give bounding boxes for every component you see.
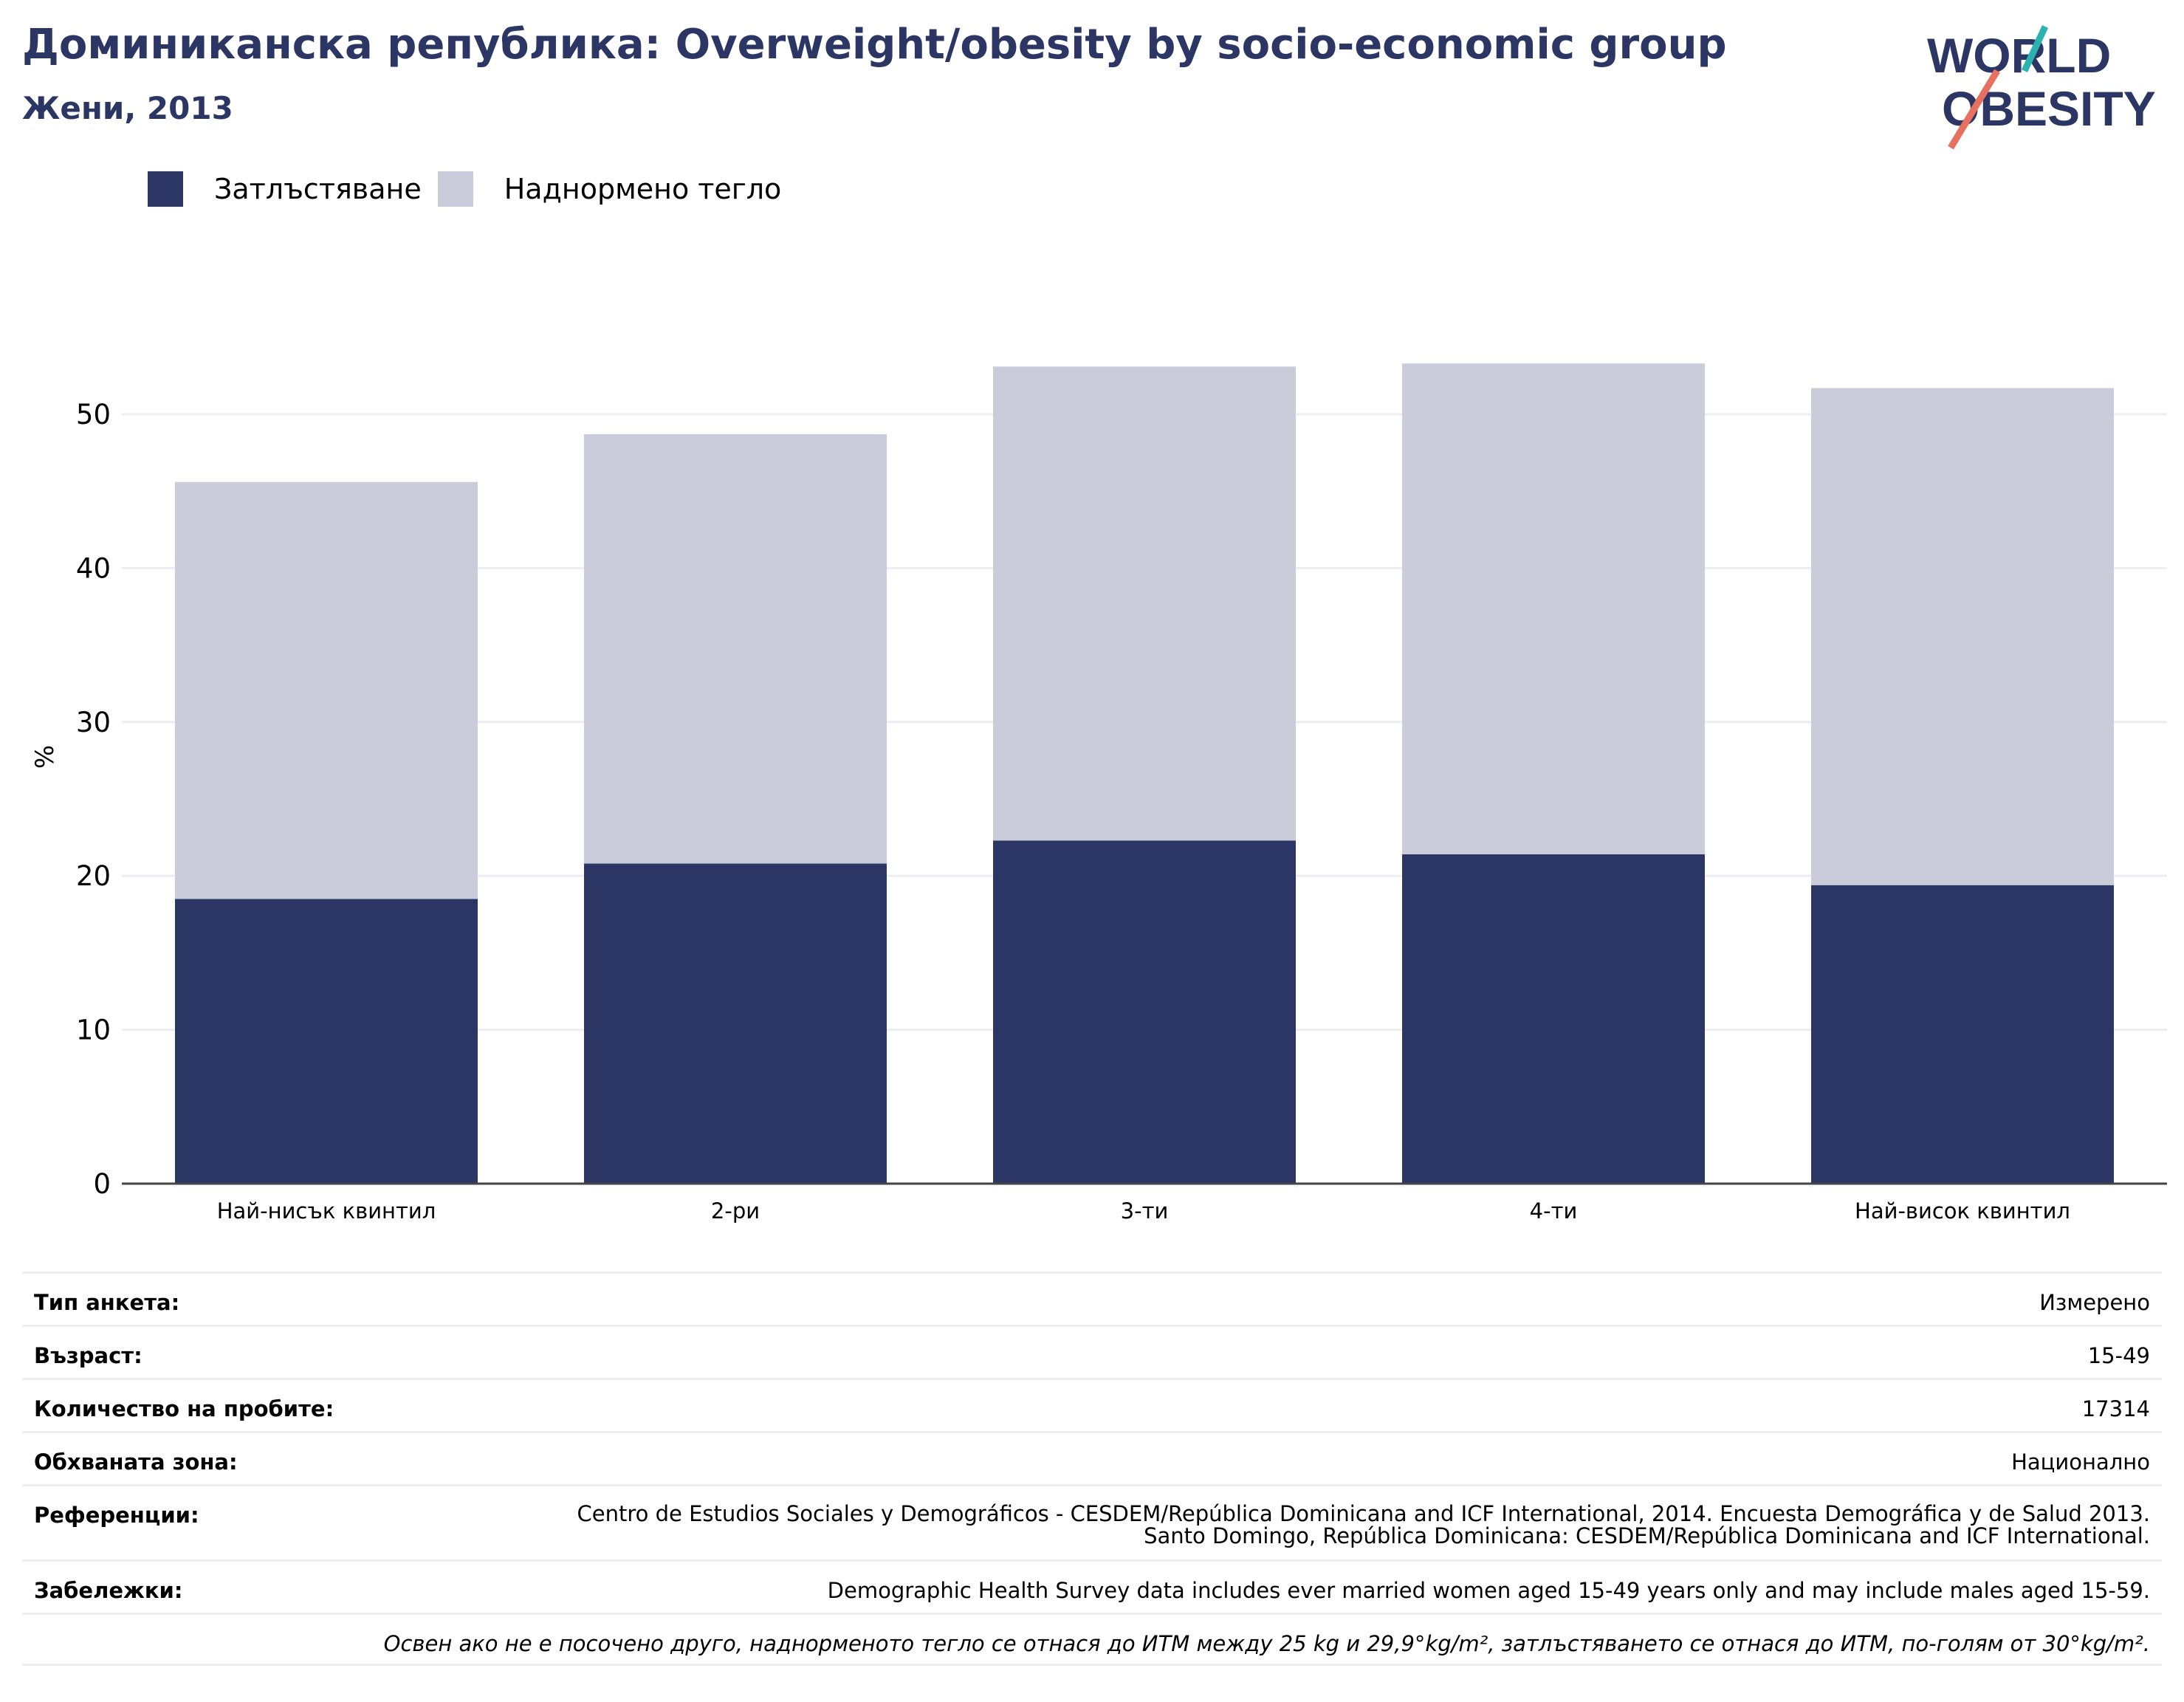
bar-obesity[interactable]: [175, 899, 478, 1184]
bar-overweight[interactable]: [1811, 388, 2114, 885]
stacked-bar-chart: % 0 10 20 30 40 50 Най-нисък квинтил 2-ри 3-ти 4-…: [30, 363, 2167, 1224]
survey-type-label: Тип анкета:: [34, 1290, 180, 1315]
legend-item-obesity[interactable]: Затлъстяване: [148, 171, 422, 207]
y-tick-label: 10: [76, 1015, 111, 1046]
info-row-notes: Забележки: Demographic Health Survey dat…: [22, 1559, 2162, 1613]
y-tick-label: 20: [76, 860, 111, 892]
info-row-definition: Освен ако не е посочено друго, наднормен…: [22, 1613, 2162, 1666]
area-value: Национално: [2011, 1449, 2150, 1475]
legend-label-obesity: Затлъстяване: [214, 173, 422, 205]
bar-obesity[interactable]: [1811, 885, 2114, 1184]
x-tick-label: Най-висок квинтил: [1855, 1198, 2070, 1224]
bar-obesity[interactable]: [993, 840, 1296, 1184]
bar-obesity[interactable]: [584, 863, 887, 1184]
survey-type-value: Измерено: [2039, 1290, 2150, 1315]
info-row-survey-type: Тип анкета: Измерено: [22, 1272, 2162, 1325]
x-tick-label: 2-ри: [711, 1198, 760, 1224]
chart-title: Доминиканска република: Overweight/obesi…: [22, 21, 1727, 69]
bar-overweight[interactable]: [175, 481, 478, 899]
y-tick-label: 50: [76, 399, 111, 430]
legend-item-overweight[interactable]: Наднормено тегло: [437, 171, 782, 207]
definition-note: Освен ако не е посочено друго, наднормен…: [383, 1631, 2150, 1656]
references-label: Референции:: [34, 1503, 199, 1528]
bar-overweight[interactable]: [993, 366, 1296, 841]
y-tick-label: 0: [93, 1168, 111, 1200]
world-obesity-logo: WORLD OBESITY: [1927, 25, 2156, 150]
age-value: 15-49: [2087, 1343, 2150, 1368]
bar-obesity[interactable]: [1402, 854, 1705, 1184]
y-tick-label: 40: [76, 552, 111, 584]
info-row-references: Референции: Centro de Estudios Sociales …: [22, 1484, 2162, 1559]
info-row-area: Обхваната зона: Национално: [22, 1431, 2162, 1484]
info-row-sample-size: Количество на пробите: 17314: [22, 1378, 2162, 1431]
references-value: Centro de Estudios Sociales y Demográfic…: [577, 1501, 2150, 1548]
notes-value: Demographic Health Survey data includes …: [827, 1578, 2150, 1603]
y-tick-label: 30: [76, 707, 111, 738]
notes-label: Забележки:: [34, 1578, 183, 1603]
area-label: Обхваната зона:: [34, 1449, 238, 1475]
logo-text-world: WORLD: [1927, 28, 2111, 83]
bar-overweight[interactable]: [1402, 363, 1705, 855]
logo-slash-coral: [1948, 69, 2000, 150]
chart-subtitle: Жени, 2013: [22, 90, 233, 126]
x-tick-label: 4-ти: [1530, 1198, 1578, 1224]
info-table: Тип анкета: Измерено Възраст: 15-49 Коли…: [22, 1272, 2162, 1666]
legend-swatch-overweight: [437, 171, 473, 207]
x-tick-label: 3-ти: [1121, 1198, 1169, 1224]
legend-swatch-obesity: [148, 171, 183, 207]
legend-label-overweight: Наднормено тегло: [504, 173, 782, 205]
info-row-age: Възраст: 15-49: [22, 1325, 2162, 1378]
chart-legend: Затлъстяване Наднормено тегло: [148, 168, 797, 210]
sample-size-value: 17314: [2081, 1396, 2150, 1421]
bar-overweight[interactable]: [584, 434, 887, 864]
y-axis-label: %: [30, 745, 60, 769]
age-label: Възраст:: [34, 1343, 142, 1368]
logo-slash-teal: [2021, 25, 2049, 72]
x-tick-label: Най-нисък квинтил: [217, 1198, 436, 1224]
sample-size-label: Количество на пробите:: [34, 1396, 334, 1421]
